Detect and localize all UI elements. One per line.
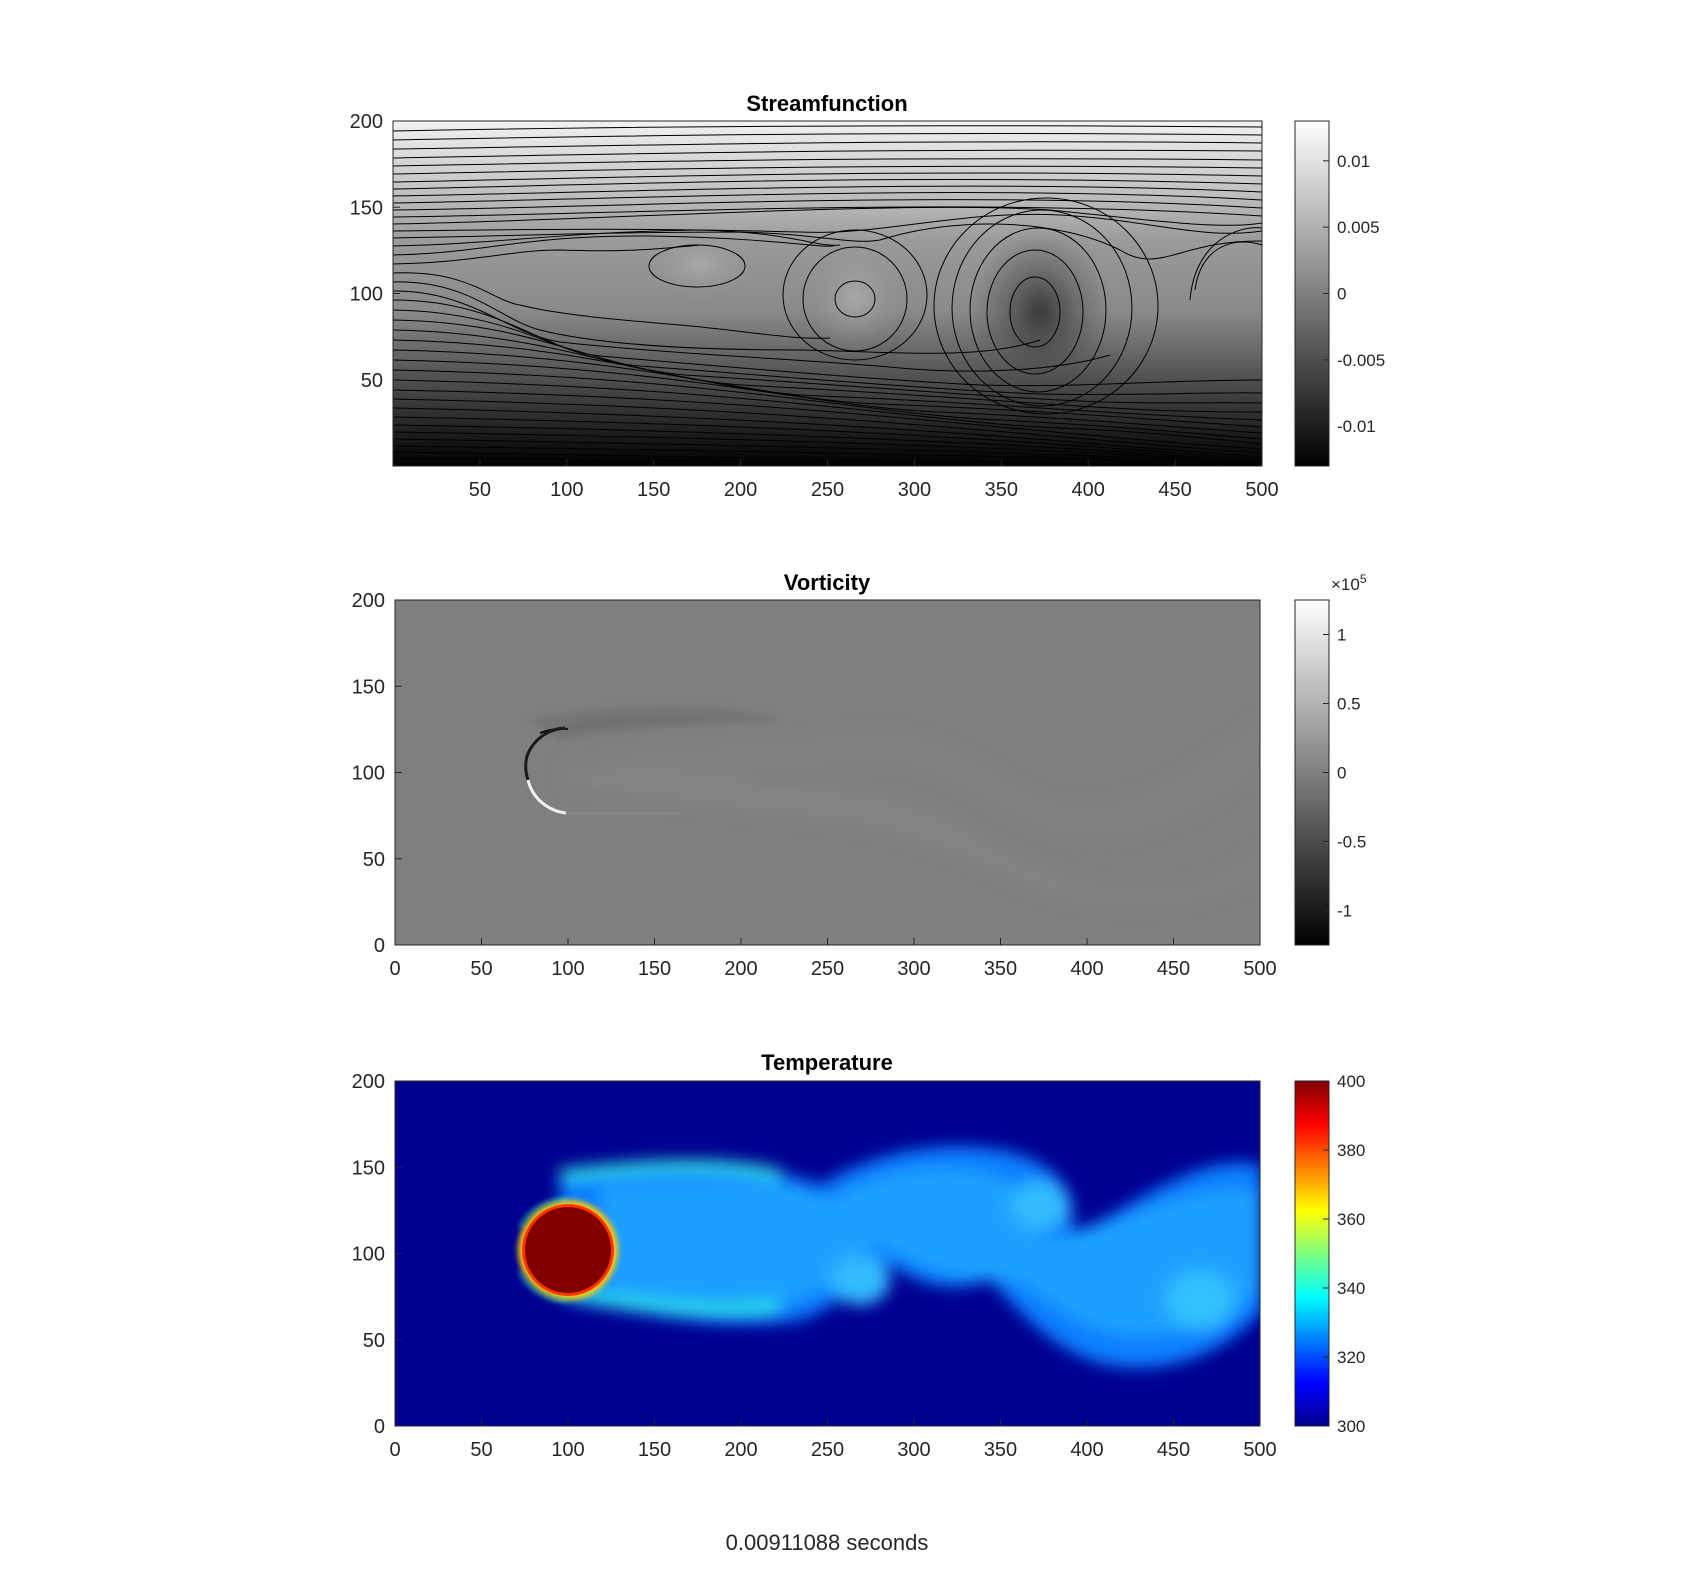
x-tick-label: 300 <box>898 479 931 501</box>
y-tick-label: 50 <box>363 1330 385 1352</box>
y-tick-label: 100 <box>350 284 383 306</box>
colorbar: 0.01 0.005 0 -0.005 -0.01 <box>1294 120 1385 467</box>
x-tick-label: 400 <box>1070 1439 1103 1461</box>
colorbar-tick-label: -0.01 <box>1337 417 1376 436</box>
x-tick-label: 300 <box>897 1439 930 1461</box>
colorbar-tick-label: -0.005 <box>1337 351 1385 370</box>
y-tick-label: 150 <box>352 676 385 698</box>
x-tick-label: 250 <box>811 479 844 501</box>
x-tick-label: 300 <box>897 958 930 980</box>
x-tick-label: 350 <box>984 958 1017 980</box>
x-tick-label: 150 <box>637 479 670 501</box>
colorbar-tick-label: 0 <box>1337 285 1346 304</box>
colorbar-tick-label: 300 <box>1337 1417 1365 1436</box>
colorbar-ticks: 1 0.5 0 -0.5 -1 <box>1323 626 1366 921</box>
x-tick-label: 150 <box>638 1439 671 1461</box>
x-tick-label: 200 <box>724 479 757 501</box>
x-tick-label: 100 <box>551 958 584 980</box>
colorbar-tick-label: 0.005 <box>1337 218 1380 237</box>
y-tick-label: 100 <box>352 1244 385 1266</box>
y-tick-label: 50 <box>363 849 385 871</box>
x-axis-ticks: 50 100 150 200 250 300 350 400 450 500 <box>469 459 1279 501</box>
x-tick-label: 100 <box>550 479 583 501</box>
x-tick-label: 400 <box>1070 958 1103 980</box>
y-tick-label: 200 <box>352 1071 385 1093</box>
y-tick-label: 50 <box>361 370 383 392</box>
colorbar-ticks: 0.01 0.005 0 -0.005 -0.01 <box>1323 152 1385 436</box>
x-tick-label: 100 <box>551 1439 584 1461</box>
temperature-panel: Temperature 0 50 100 150 200 250 300 350 400 450 5… <box>352 1050 1366 1461</box>
colorbar-exponent: ×105 <box>1331 572 1367 594</box>
x-tick-label: 200 <box>724 958 757 980</box>
y-axis-ticks: 50 100 150 200 <box>350 111 400 392</box>
colorbar-tick-label: 360 <box>1337 1210 1365 1229</box>
time-label: 0.00911088 seconds <box>726 1530 929 1555</box>
x-tick-label: 350 <box>985 479 1018 501</box>
colorbar-tick-label: 380 <box>1337 1141 1365 1160</box>
y-tick-label: 150 <box>350 197 383 219</box>
x-axis-ticks: 0 50 100 150 200 250 300 350 400 450 500 <box>389 1419 1277 1461</box>
colorbar-tick-label: 400 <box>1337 1072 1365 1091</box>
x-tick-label: 450 <box>1157 1439 1190 1461</box>
y-tick-label: 200 <box>350 111 383 133</box>
x-tick-label: 50 <box>470 1439 492 1461</box>
x-axis-ticks: 0 50 100 150 200 250 300 350 400 450 500 <box>389 938 1277 980</box>
x-tick-label: 500 <box>1243 1439 1276 1461</box>
plot-title: Vorticity <box>784 570 871 595</box>
y-axis-ticks: 0 50 100 150 200 <box>352 1071 402 1438</box>
colorbar-tick-label: 0.5 <box>1337 695 1361 714</box>
x-tick-label: 500 <box>1243 958 1276 980</box>
vorticity-panel: Vorticity 0 50 100 150 200 250 300 350 400 450 500… <box>352 570 1367 980</box>
colorbar: 1 0.5 0 -0.5 -1 ×105 <box>1294 572 1367 946</box>
colorbar-tick-label: 340 <box>1337 1279 1365 1298</box>
colorbar-tick-label: 1 <box>1337 626 1346 645</box>
colorbar-tick-label: 320 <box>1337 1348 1365 1367</box>
x-tick-label: 350 <box>984 1439 1017 1461</box>
temperature-field <box>395 1081 1260 1426</box>
y-tick-label: 150 <box>352 1157 385 1179</box>
streamfunction-panel: Streamfunction <box>350 91 1386 501</box>
y-tick-label: 200 <box>352 590 385 612</box>
colorbar-tick-label: 0.01 <box>1337 152 1370 171</box>
x-tick-label: 250 <box>811 958 844 980</box>
x-tick-label: 200 <box>724 1439 757 1461</box>
colorbar-ticks: 400 380 360 340 320 300 <box>1323 1072 1365 1436</box>
y-tick-label: 0 <box>374 1416 385 1438</box>
x-tick-label: 0 <box>389 1439 400 1461</box>
plot-title: Streamfunction <box>746 91 907 116</box>
vorticity-field <box>395 600 1260 945</box>
x-tick-label: 50 <box>469 479 491 501</box>
x-tick-label: 150 <box>638 958 671 980</box>
x-tick-label: 0 <box>389 958 400 980</box>
x-tick-label: 50 <box>470 958 492 980</box>
colorbar-tick-label: -0.5 <box>1337 833 1366 852</box>
y-tick-label: 100 <box>352 763 385 785</box>
x-tick-label: 400 <box>1072 479 1105 501</box>
colorbar-tick-label: 0 <box>1337 764 1346 783</box>
y-tick-label: 0 <box>374 935 385 957</box>
colorbar-tick-label: -1 <box>1337 902 1352 921</box>
colorbar: 400 380 360 340 320 300 <box>1294 1072 1365 1436</box>
streamfunction-field <box>393 121 1262 466</box>
x-tick-label: 450 <box>1157 958 1190 980</box>
x-tick-label: 500 <box>1245 479 1278 501</box>
x-tick-label: 250 <box>811 1439 844 1461</box>
x-tick-label: 450 <box>1158 479 1191 501</box>
plot-title: Temperature <box>761 1050 893 1075</box>
y-axis-ticks: 0 50 100 150 200 <box>352 590 402 957</box>
